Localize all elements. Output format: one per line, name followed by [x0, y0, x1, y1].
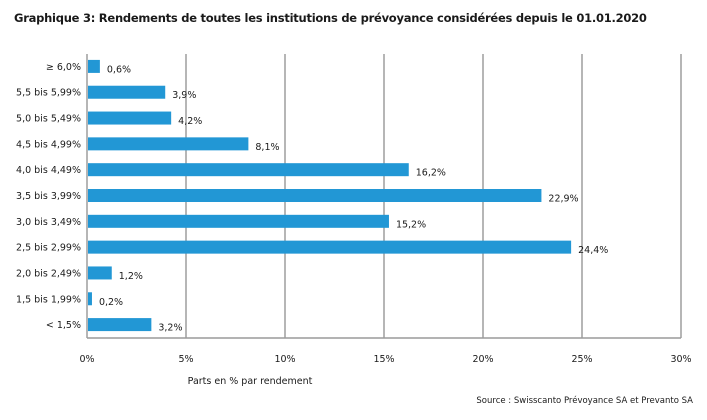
category-label: ≥ 6,0% [46, 62, 81, 73]
bar [88, 266, 112, 280]
bar [88, 163, 409, 177]
value-label: 3,2% [158, 323, 182, 334]
bar [88, 59, 100, 73]
value-label: 0,6% [107, 64, 131, 75]
category-label: 5,0 bis 5,49% [16, 114, 81, 125]
bar [88, 318, 152, 332]
category-label: 2,5 bis 2,99% [16, 243, 81, 254]
x-tick-label: 5% [178, 354, 193, 365]
category-label: 1,5 bis 1,99% [16, 294, 81, 305]
bar [88, 111, 172, 125]
bar [88, 292, 92, 306]
value-label: 1,2% [119, 271, 143, 282]
bars [88, 59, 572, 332]
value-label: 15,2% [396, 219, 426, 230]
value-label: 3,9% [172, 90, 196, 101]
x-tick-labels: 0% 5% 10% 15% 20% 25% 30% [79, 354, 691, 365]
x-tick-label: 25% [571, 354, 592, 365]
value-label: 16,2% [416, 168, 446, 179]
value-label: 24,4% [578, 245, 608, 256]
value-label: 22,9% [548, 194, 578, 205]
category-label: 4,0 bis 4,49% [16, 165, 81, 176]
chart-title: Graphique 3: Rendements de toutes les in… [14, 11, 647, 25]
x-tick-label: 0% [79, 354, 94, 365]
x-axis-label: Parts en % par rendement [188, 376, 313, 387]
category-label: 2,0 bis 2,49% [16, 268, 81, 279]
bar [88, 85, 166, 99]
value-label: 8,1% [255, 142, 279, 153]
value-label: 0,2% [99, 297, 123, 308]
value-labels: 0,6% 3,9% 4,2% 8,1% 16,2% 22,9% 15,2% 24,4% 1,2%… [99, 64, 608, 333]
bar [88, 240, 572, 254]
x-tick-label: 10% [274, 354, 295, 365]
source-note: Source : Swisscanto Prévoyance SA et Pre… [476, 396, 693, 406]
bar [88, 189, 542, 202]
category-label: 3,0 bis 3,49% [16, 217, 81, 228]
x-tick-label: 20% [472, 354, 493, 365]
category-label: 3,5 bis 3,99% [16, 191, 81, 202]
x-tick-label: 30% [670, 354, 691, 365]
category-labels: ≥ 6,0% 5,5 bis 5,99% 5,0 bis 5,49% 4,5 bis … [16, 62, 81, 331]
x-tick-label: 15% [373, 354, 394, 365]
category-label: 5,5 bis 5,99% [16, 88, 81, 99]
value-label: 4,2% [178, 116, 202, 127]
bar [88, 214, 389, 228]
category-label: < 1,5% [46, 320, 81, 331]
category-label: 4,5 bis 4,99% [16, 139, 81, 150]
bar [88, 137, 249, 151]
